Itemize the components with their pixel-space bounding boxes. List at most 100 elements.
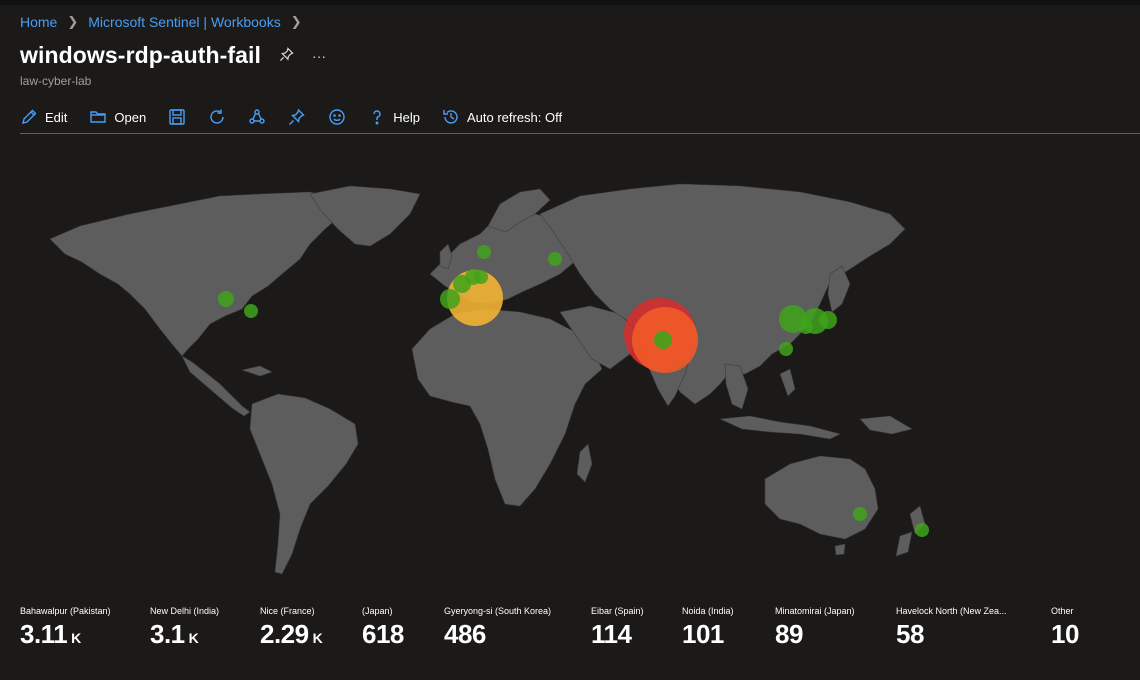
help-label: Help	[393, 109, 420, 125]
edit-label: Edit	[45, 109, 68, 125]
edit-icon	[22, 109, 37, 124]
legend-item[interactable]: Havelock North (New Zea... 58	[896, 606, 1007, 650]
chevron-right-icon: ❯	[290, 14, 302, 29]
map-bubble[interactable]	[799, 320, 813, 334]
pin-icon[interactable]	[279, 46, 294, 65]
map-bubble[interactable]	[218, 291, 234, 307]
central-america	[181, 355, 251, 417]
legend-label: Bahawalpur (Pakistan)	[20, 606, 111, 616]
scandinavia	[487, 188, 551, 233]
map-bubble[interactable]	[244, 304, 258, 318]
map-bubble[interactable]	[853, 507, 867, 521]
legend-number: 3.1	[150, 619, 185, 649]
auto-refresh-button[interactable]: Auto refresh: Off	[442, 108, 562, 126]
legend-item[interactable]: Eibar (Spain) 114	[591, 606, 644, 650]
legend-item[interactable]: Minatomirai (Japan) 89	[775, 606, 855, 650]
map-bubble[interactable]	[477, 245, 491, 259]
legend-label: Eibar (Spain)	[591, 606, 644, 616]
greenland	[309, 185, 421, 247]
workspace-subtitle: law-cyber-lab	[20, 74, 92, 88]
north-america	[49, 191, 341, 357]
more-options-button[interactable]: ···	[312, 47, 327, 64]
legend-unit: K	[188, 630, 199, 646]
breadcrumb-home[interactable]: Home	[20, 14, 58, 30]
breadcrumb: Home ❯ Microsoft Sentinel | Workbooks ❯	[20, 14, 302, 30]
legend-unit: K	[312, 630, 323, 646]
legend-label: Nice (France)	[260, 606, 315, 616]
save-icon	[169, 109, 185, 125]
feedback-button[interactable]	[328, 108, 346, 126]
legend-item[interactable]: (Japan) 618	[362, 606, 404, 650]
legend-item[interactable]: Gyeryong-si (South Korea) 486	[444, 606, 551, 650]
arabia	[559, 305, 639, 370]
share-button[interactable]	[248, 108, 266, 126]
legend: Bahawalpur (Pakistan) 3.11 K New Delhi (Ind…	[20, 606, 1130, 666]
open-label: Open	[114, 109, 147, 125]
pin-button[interactable]	[288, 108, 306, 126]
legend-value: 3.1 K	[150, 619, 219, 650]
open-button[interactable]: Open	[89, 108, 146, 126]
legend-number: 10	[1051, 619, 1079, 649]
top-bar	[0, 0, 1140, 5]
legend-number: 486	[444, 619, 486, 649]
caribbean	[240, 365, 273, 377]
southeast-asia	[724, 363, 749, 410]
legend-value: 89	[775, 619, 855, 650]
save-button[interactable]	[168, 108, 186, 126]
legend-item[interactable]: Nice (France) 2.29 K	[260, 606, 323, 650]
auto-refresh-label: Auto refresh: Off	[466, 109, 563, 125]
pin-icon	[289, 108, 305, 125]
legend-label: Gyeryong-si (South Korea)	[444, 606, 552, 616]
title-row: windows-rdp-auth-fail ···	[20, 42, 326, 69]
legend-label: Noida (India)	[682, 606, 734, 616]
legend-label: Havelock North (New Zea...	[896, 606, 1007, 616]
africa	[411, 308, 603, 507]
history-icon	[443, 110, 458, 124]
legend-number: 101	[682, 619, 724, 649]
breadcrumb-workbooks[interactable]: Microsoft Sentinel | Workbooks	[88, 14, 281, 30]
south-america	[249, 393, 359, 575]
map-bubble[interactable]	[779, 342, 793, 356]
map-bubble[interactable]	[440, 289, 460, 309]
legend-number: 58	[896, 619, 924, 649]
legend-number: 2.29	[260, 619, 309, 649]
legend-item[interactable]: New Delhi (India) 3.1 K	[150, 606, 219, 650]
legend-item[interactable]: Other 10	[1051, 606, 1079, 650]
edit-button[interactable]: Edit	[20, 108, 67, 126]
help-button[interactable]: Help	[368, 108, 420, 126]
legend-value: 101	[682, 619, 734, 650]
chevron-right-icon: ❯	[67, 14, 79, 29]
tasmania	[834, 543, 846, 556]
australia	[764, 455, 879, 540]
legend-value: 58	[896, 619, 1007, 650]
map-bubble[interactable]	[819, 311, 837, 329]
map-bubbles	[218, 245, 929, 537]
legend-item[interactable]: Noida (India) 101	[682, 606, 734, 650]
legend-label: Other	[1051, 606, 1074, 616]
legend-label: (Japan)	[362, 606, 393, 616]
world-map[interactable]	[20, 134, 1140, 604]
refresh-button[interactable]	[208, 108, 226, 126]
legend-number: 114	[591, 619, 632, 649]
map-bubble[interactable]	[915, 523, 929, 537]
madagascar	[576, 443, 593, 483]
legend-value: 618	[362, 619, 404, 650]
legend-number: 89	[775, 619, 803, 649]
feedback-icon	[329, 109, 345, 125]
toolbar-divider	[20, 133, 1140, 134]
map-bubble[interactable]	[548, 252, 562, 266]
legend-value: 10	[1051, 619, 1079, 650]
legend-value: 114	[591, 619, 644, 650]
new-guinea	[859, 415, 913, 435]
legend-number: 618	[362, 619, 404, 649]
legend-number: 3.11	[20, 619, 68, 649]
map-bubble[interactable]	[474, 270, 488, 284]
legend-item[interactable]: Bahawalpur (Pakistan) 3.11 K	[20, 606, 111, 650]
help-icon	[373, 110, 381, 125]
map-bubble[interactable]	[654, 331, 672, 349]
great-britain	[439, 243, 453, 270]
page-title: windows-rdp-auth-fail	[20, 42, 262, 68]
legend-value: 3.11 K	[20, 619, 111, 650]
refresh-icon	[210, 109, 224, 124]
japan	[827, 265, 851, 313]
